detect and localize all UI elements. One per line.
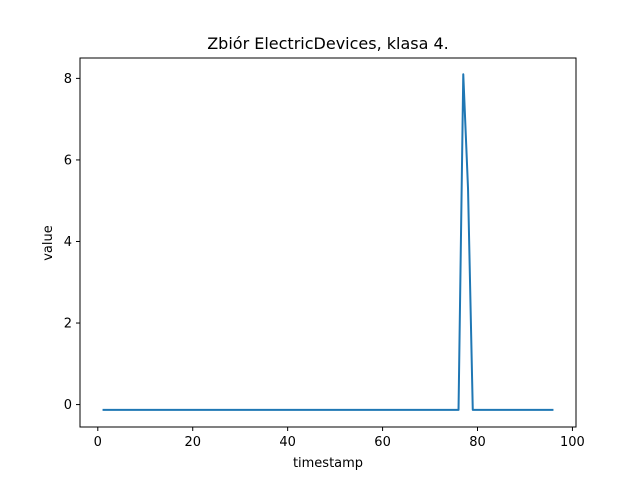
series-line-0 <box>102 73 554 411</box>
x-tick-label: 80 <box>469 435 486 450</box>
x-tick-label: 0 <box>94 435 102 450</box>
x-tick-label: 60 <box>374 435 391 450</box>
y-axis-title: value <box>41 225 56 261</box>
y-tick-label: 4 <box>64 235 72 250</box>
y-tick-label: 0 <box>64 398 72 413</box>
plot-frame <box>79 57 577 428</box>
x-tick-label: 40 <box>279 435 296 450</box>
y-axis: 0 2 4 6 8 <box>64 72 80 413</box>
x-tick-label: 100 <box>560 435 585 450</box>
x-axis: 0 20 40 60 80 100 <box>94 427 585 450</box>
y-tick-label: 2 <box>64 317 72 332</box>
y-tick-label: 6 <box>64 153 72 168</box>
plot-area <box>102 73 554 411</box>
x-axis-title: timestamp <box>293 456 363 471</box>
y-tick-label: 8 <box>64 72 72 87</box>
x-tick-label: 20 <box>184 435 201 450</box>
chart-title: Zbiór ElectricDevices, klasa 4. <box>207 34 449 53</box>
